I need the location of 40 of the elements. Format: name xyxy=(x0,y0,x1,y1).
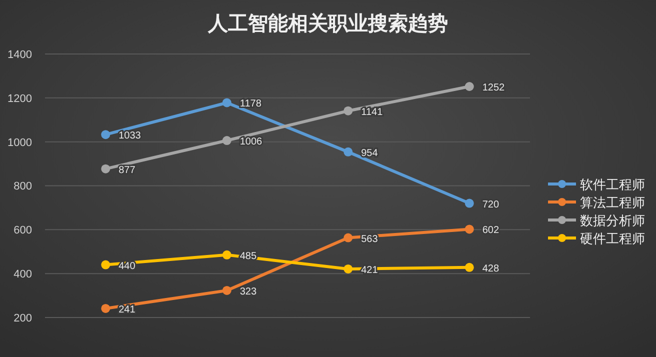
y-tick-label: 1200 xyxy=(8,92,32,105)
data-label: 877 xyxy=(118,164,136,176)
legend-label: 软件工程师 xyxy=(580,177,645,192)
point xyxy=(464,198,474,208)
data-label: 1178 xyxy=(240,98,262,110)
y-tick-label: 600 xyxy=(14,224,32,237)
point xyxy=(101,304,110,313)
y-tick-label: 800 xyxy=(14,180,32,193)
point xyxy=(222,136,232,146)
point xyxy=(344,233,353,242)
point xyxy=(344,106,353,116)
data-label: 602 xyxy=(482,225,500,236)
y-tick-label: 200 xyxy=(14,312,32,324)
point xyxy=(344,147,353,156)
legend-label: 硬件工程师 xyxy=(580,231,645,246)
legend-label: 数据分析师 xyxy=(580,213,645,228)
point xyxy=(222,98,232,108)
data-label: 241 xyxy=(118,304,136,316)
point xyxy=(464,262,474,272)
y-tick-label: 400 xyxy=(14,268,32,281)
point xyxy=(222,286,232,295)
point xyxy=(101,260,110,270)
y-tick-label: 1400 xyxy=(8,49,32,61)
point xyxy=(344,264,353,274)
data-label: 428 xyxy=(482,263,500,274)
data-label: 1252 xyxy=(482,82,506,94)
data-label: 1141 xyxy=(361,106,384,118)
data-label: 720 xyxy=(482,199,500,210)
point xyxy=(222,250,232,260)
point xyxy=(101,130,110,140)
legend-label: 算法工程师 xyxy=(580,195,645,210)
point xyxy=(464,82,474,91)
data-label: 1006 xyxy=(240,136,263,148)
data-label: 323 xyxy=(240,286,257,298)
y-tick-label: 1000 xyxy=(8,136,32,149)
chart-title: 人工智能相关职业搜索趋势 xyxy=(207,11,448,35)
data-label: 954 xyxy=(361,148,378,159)
point xyxy=(464,224,474,234)
point xyxy=(101,164,110,174)
data-label: 1033 xyxy=(118,130,142,142)
